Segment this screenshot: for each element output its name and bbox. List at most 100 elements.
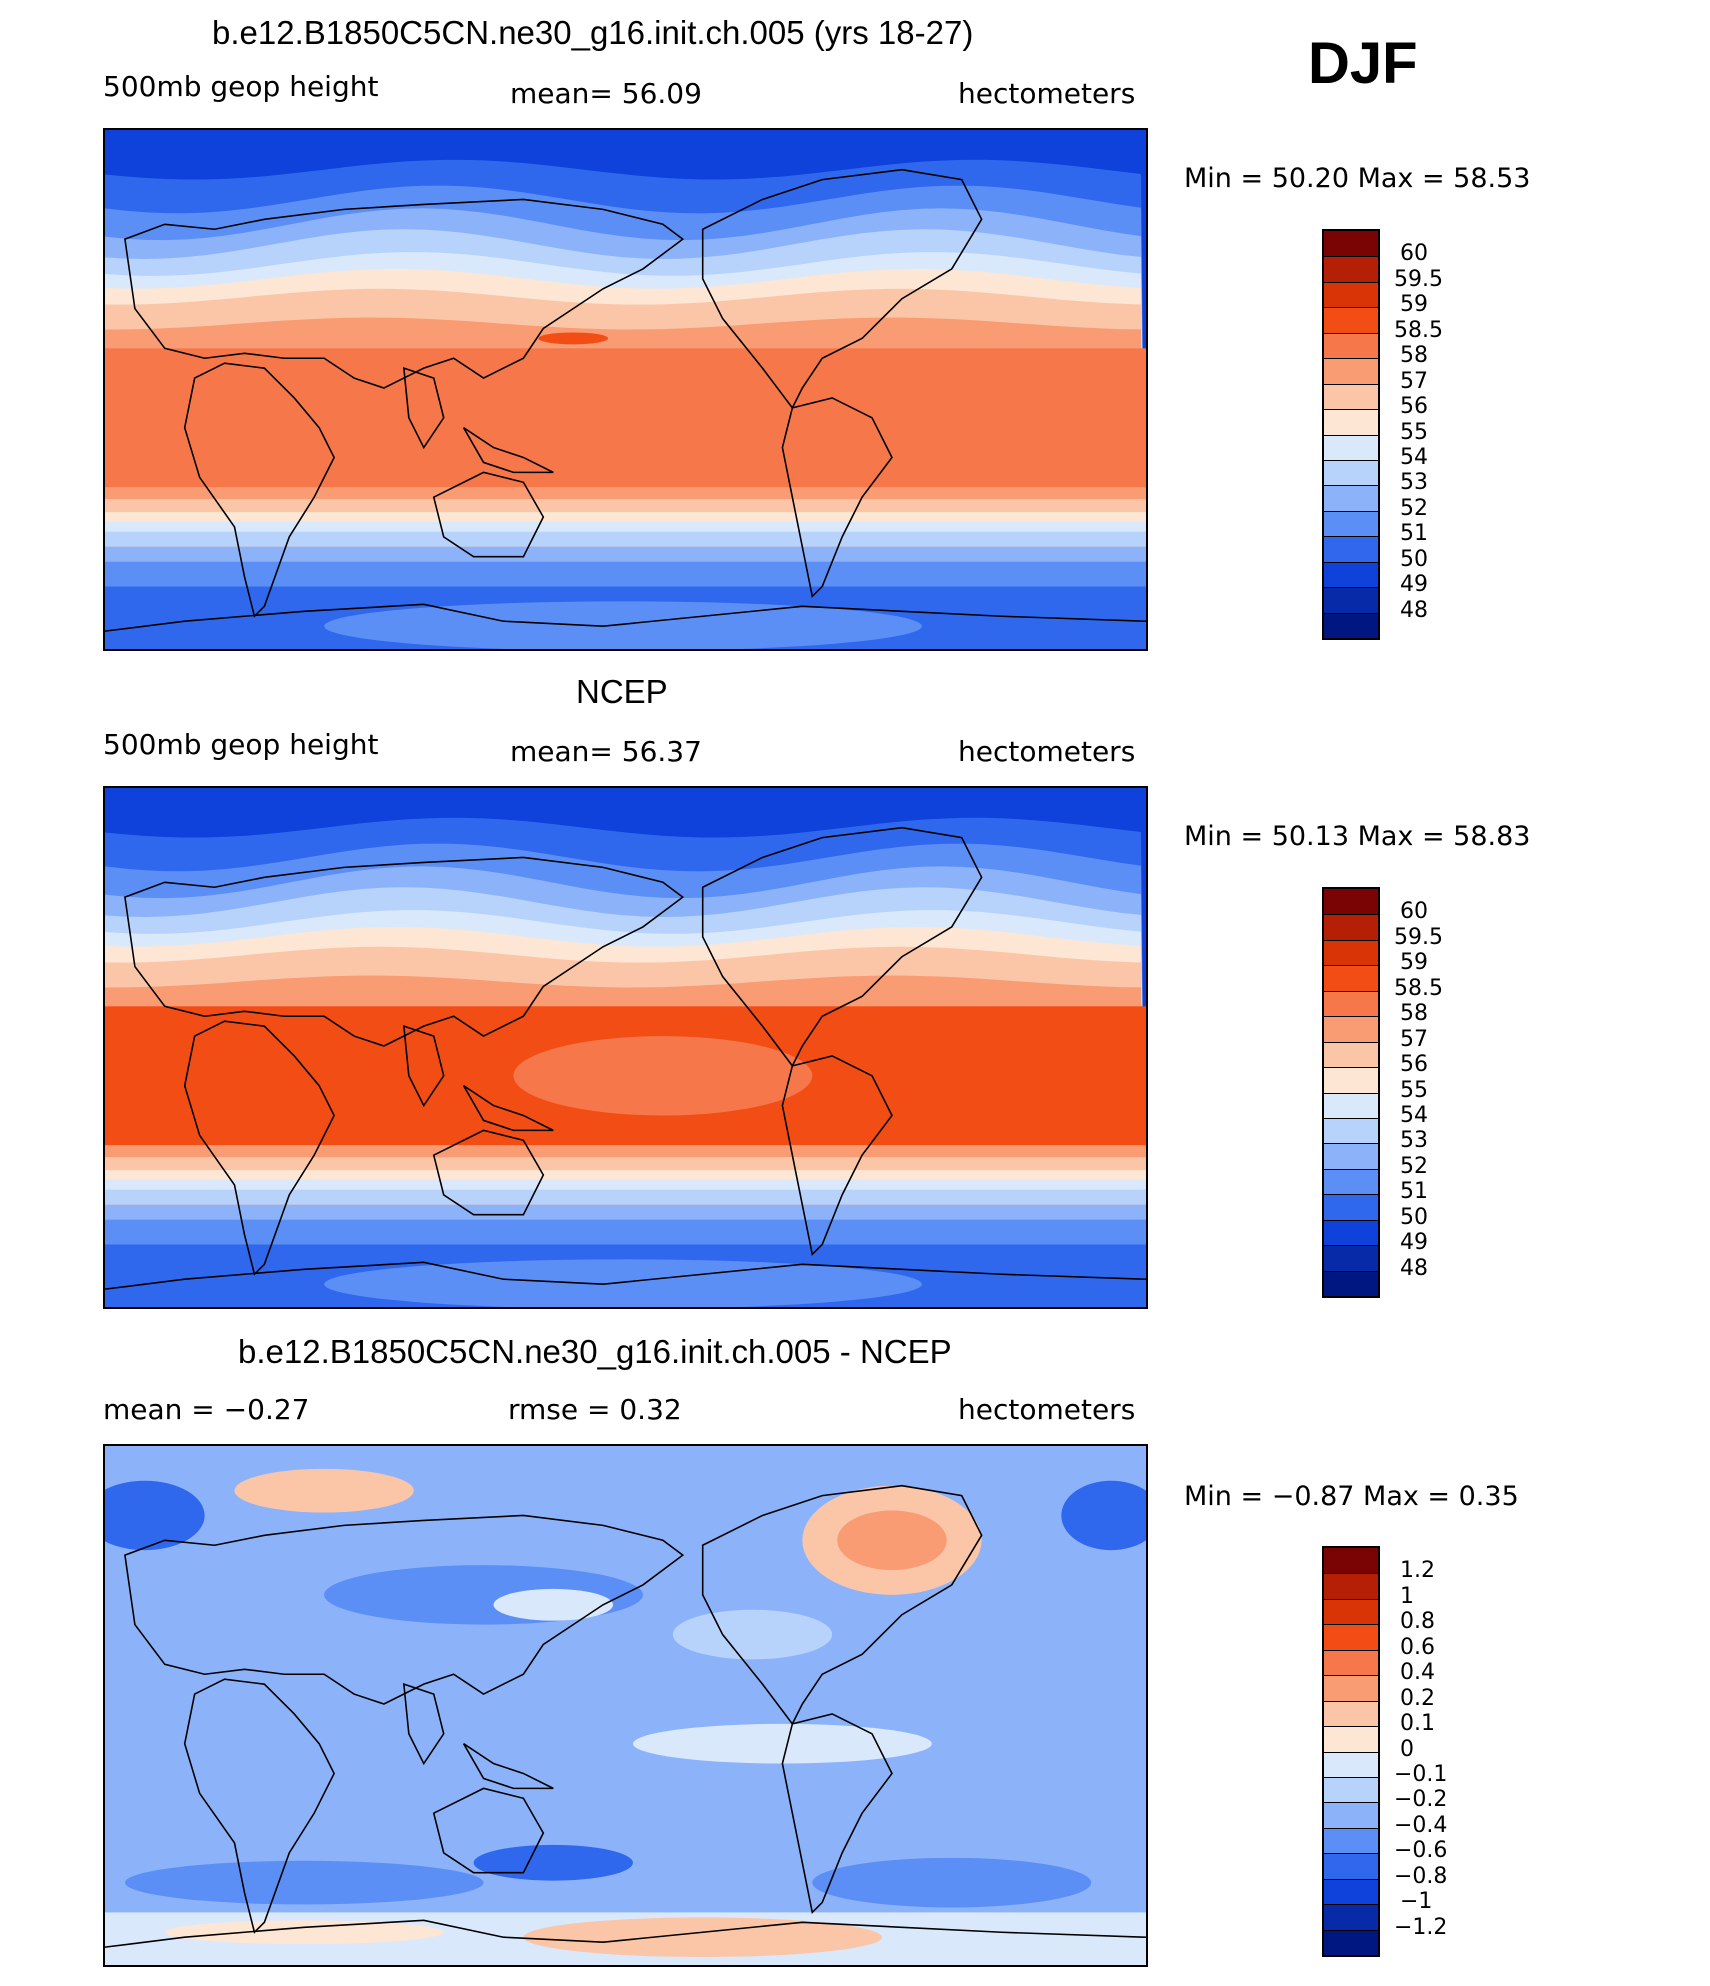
panel-3-rmse-label: rmse = 0.32 bbox=[508, 1393, 682, 1426]
colorbar-box bbox=[1324, 332, 1378, 359]
colorbar-box bbox=[1324, 612, 1378, 638]
colorbar-tick-label: 57 bbox=[1400, 368, 1428, 394]
colorbar-tick-label: 59 bbox=[1400, 950, 1428, 976]
colorbar-box bbox=[1324, 1041, 1378, 1068]
colorbar-box bbox=[1324, 965, 1378, 991]
colorbar-box bbox=[1324, 1929, 1378, 1955]
panel-2-left-label: 500mb geop height bbox=[103, 728, 379, 761]
colorbar-tick-label: 48 bbox=[1400, 597, 1428, 623]
panel-1-minmax: Min = 50.20 Max = 58.53 bbox=[1184, 163, 1531, 194]
colorbar-tick-label: 54 bbox=[1400, 444, 1428, 470]
colorbar-box bbox=[1324, 1751, 1378, 1777]
panel-2-map bbox=[103, 786, 1148, 1309]
colorbar-box bbox=[1324, 914, 1378, 940]
colorbar-box bbox=[1324, 1016, 1378, 1042]
colorbar-box bbox=[1324, 358, 1378, 384]
colorbar-tick-label: 0.2 bbox=[1400, 1685, 1435, 1711]
colorbar-box bbox=[1324, 1776, 1378, 1803]
colorbar-box bbox=[1324, 1904, 1378, 1930]
colorbar-tick-label: 60 bbox=[1400, 241, 1428, 267]
colorbar-box bbox=[1324, 383, 1378, 410]
season-label: DJF bbox=[1308, 31, 1418, 96]
colorbar-tick-label: 52 bbox=[1400, 1153, 1428, 1179]
colorbar-tick-label: 60 bbox=[1400, 899, 1428, 925]
colorbar-tick-label: −0.1 bbox=[1394, 1761, 1448, 1787]
map-field bbox=[105, 788, 1146, 1307]
colorbar-box bbox=[1324, 1802, 1378, 1828]
panel-2-units-label: hectometers bbox=[958, 735, 1136, 768]
colorbar-tick-label: 52 bbox=[1400, 495, 1428, 521]
panel-1-mean-label: mean= 56.09 bbox=[510, 77, 702, 110]
colorbar-box bbox=[1324, 1219, 1378, 1246]
colorbar-box bbox=[1324, 1878, 1378, 1905]
panel-2-minmax: Min = 50.13 Max = 58.83 bbox=[1184, 821, 1531, 852]
colorbar-tick-label: 56 bbox=[1400, 394, 1428, 420]
colorbar-tick-label: 49 bbox=[1400, 1230, 1428, 1256]
colorbar-tick-label: 51 bbox=[1400, 521, 1428, 547]
colorbar-box bbox=[1324, 1700, 1378, 1727]
colorbar-tick-label: 50 bbox=[1400, 1204, 1428, 1230]
colorbar-tick-label: −0.4 bbox=[1394, 1812, 1448, 1838]
colorbar-tick-label: 49 bbox=[1400, 572, 1428, 598]
colorbar-box bbox=[1324, 434, 1378, 460]
colorbar-tick-label: −0.6 bbox=[1394, 1838, 1448, 1864]
colorbar-tick-label: 58 bbox=[1400, 343, 1428, 369]
colorbar-tick-label: 55 bbox=[1400, 419, 1428, 445]
colorbar-tick-label: 53 bbox=[1400, 1128, 1428, 1154]
panel-1-units-label: hectometers bbox=[958, 77, 1136, 110]
panel-1-colorbar bbox=[1322, 229, 1380, 640]
colorbar-tick-label: 59 bbox=[1400, 292, 1428, 318]
colorbar-tick-label: 50 bbox=[1400, 546, 1428, 572]
panel-2-mean-label: mean= 56.37 bbox=[510, 735, 702, 768]
colorbar-tick-label: 58.5 bbox=[1394, 317, 1443, 343]
colorbar-box bbox=[1324, 307, 1378, 333]
colorbar-box bbox=[1324, 231, 1378, 257]
colorbar-tick-label: 57 bbox=[1400, 1026, 1428, 1052]
colorbar-box bbox=[1324, 485, 1378, 511]
colorbar-tick-label: 54 bbox=[1400, 1102, 1428, 1128]
colorbar-tick-label: 0 bbox=[1400, 1736, 1414, 1762]
colorbar-tick-label: 0.1 bbox=[1400, 1711, 1435, 1737]
colorbar-tick-label: −0.8 bbox=[1394, 1863, 1448, 1889]
colorbar-tick-label: 56 bbox=[1400, 1052, 1428, 1078]
colorbar-tick-label: 58 bbox=[1400, 1001, 1428, 1027]
colorbar-box bbox=[1324, 1168, 1378, 1195]
colorbar-box bbox=[1324, 939, 1378, 966]
colorbar-box bbox=[1324, 1573, 1378, 1599]
colorbar-box bbox=[1324, 459, 1378, 486]
colorbar-box bbox=[1324, 1067, 1378, 1093]
colorbar-box bbox=[1324, 1624, 1378, 1650]
colorbar-tick-label: 0.8 bbox=[1400, 1609, 1435, 1635]
colorbar-box bbox=[1324, 990, 1378, 1017]
panel-1-map bbox=[103, 128, 1148, 651]
colorbar-box bbox=[1324, 510, 1378, 537]
colorbar-box bbox=[1324, 1143, 1378, 1169]
colorbar-tick-label: 0.4 bbox=[1400, 1660, 1435, 1686]
colorbar-box bbox=[1324, 536, 1378, 562]
panel-2-colorbar bbox=[1322, 887, 1380, 1298]
colorbar-tick-label: 51 bbox=[1400, 1179, 1428, 1205]
colorbar-box bbox=[1324, 256, 1378, 282]
panel-3-minmax: Min = −0.87 Max = 0.35 bbox=[1184, 1481, 1519, 1512]
colorbar-tick-label: 53 bbox=[1400, 470, 1428, 496]
colorbar-box bbox=[1324, 1827, 1378, 1854]
colorbar-box bbox=[1324, 281, 1378, 308]
map-field bbox=[105, 1446, 1146, 1965]
colorbar-box bbox=[1324, 1548, 1378, 1574]
colorbar-box bbox=[1324, 1270, 1378, 1296]
colorbar-tick-label: 59.5 bbox=[1394, 924, 1443, 950]
colorbar-box bbox=[1324, 889, 1378, 915]
colorbar-tick-label: 1 bbox=[1400, 1583, 1414, 1609]
colorbar-box bbox=[1324, 1853, 1378, 1879]
colorbar-tick-label: 1.2 bbox=[1400, 1558, 1435, 1584]
colorbar-tick-label: −1.2 bbox=[1394, 1914, 1448, 1940]
colorbar-box bbox=[1324, 1194, 1378, 1220]
panel-3-title: b.e12.B1850C5CN.ne30_g16.init.ch.005 - N… bbox=[238, 1333, 952, 1370]
colorbar-tick-label: −1 bbox=[1400, 1889, 1433, 1915]
colorbar-box bbox=[1324, 1245, 1378, 1271]
colorbar-tick-label: 48 bbox=[1400, 1255, 1428, 1281]
colorbar-tick-label: 58.5 bbox=[1394, 975, 1443, 1001]
colorbar-box bbox=[1324, 409, 1378, 435]
panel-2-title: NCEP bbox=[576, 673, 668, 710]
panel-3-mean-label: mean = −0.27 bbox=[103, 1393, 310, 1426]
